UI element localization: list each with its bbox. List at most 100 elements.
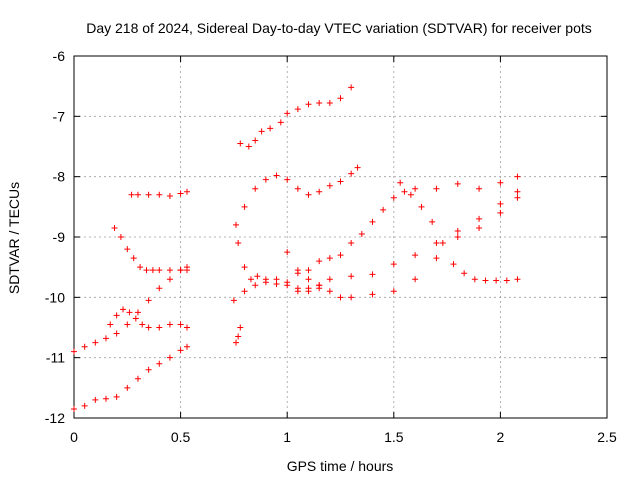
data-point — [252, 282, 259, 289]
series-track-f — [237, 84, 355, 150]
data-point — [113, 393, 120, 400]
data-point — [241, 203, 248, 210]
data-point — [337, 252, 344, 259]
data-point — [326, 255, 333, 262]
data-point — [92, 396, 99, 403]
data-point — [177, 267, 184, 274]
data-point — [354, 164, 361, 171]
data-point — [305, 276, 312, 283]
data-point — [348, 294, 355, 301]
chart-title: Day 218 of 2024, Sidereal Day-to-day VTE… — [86, 20, 592, 36]
data-point — [294, 106, 301, 113]
x-tick-label: 1.5 — [384, 429, 404, 445]
data-point — [71, 348, 77, 355]
data-point — [284, 110, 291, 117]
data-point — [503, 277, 510, 284]
data-point — [433, 255, 440, 262]
data-point — [81, 343, 88, 350]
data-point — [305, 288, 312, 295]
data-point — [177, 321, 184, 328]
data-point — [241, 264, 248, 271]
data-point — [156, 267, 163, 274]
y-tick-label: -12 — [45, 410, 65, 426]
data-point — [124, 246, 131, 253]
data-point — [461, 270, 468, 277]
data-point — [156, 285, 163, 292]
data-point — [380, 206, 387, 213]
data-point — [369, 291, 376, 298]
data-point — [237, 140, 244, 147]
data-point — [284, 249, 291, 256]
data-point — [348, 84, 355, 91]
data-point — [450, 261, 457, 268]
data-point — [514, 276, 521, 283]
data-point — [166, 321, 173, 328]
series-track-g — [233, 164, 361, 228]
data-point — [514, 173, 521, 180]
data-point — [166, 354, 173, 361]
data-point — [316, 188, 323, 195]
series-track-h — [230, 188, 521, 304]
series-track-i — [235, 240, 323, 295]
data-point — [326, 288, 333, 295]
data-point — [316, 100, 323, 107]
data-point — [337, 294, 344, 301]
data-point — [124, 321, 131, 328]
data-point — [348, 240, 355, 247]
data-point — [412, 185, 419, 192]
data-point — [284, 282, 291, 289]
data-point — [390, 261, 397, 268]
data-point — [305, 101, 312, 108]
y-tick-label: -6 — [53, 48, 66, 64]
data-point — [183, 267, 190, 274]
data-point — [252, 185, 259, 192]
data-point — [183, 343, 190, 350]
data-point — [134, 309, 141, 316]
data-point — [156, 324, 163, 331]
data-point — [294, 270, 301, 277]
series-track-j — [284, 194, 521, 301]
data-point — [183, 324, 190, 331]
data-point — [233, 221, 240, 228]
series-track-l — [397, 179, 521, 284]
series-track-k — [294, 173, 521, 277]
data-point — [273, 281, 280, 288]
data-point — [71, 405, 77, 412]
data-point — [137, 264, 144, 271]
data-point — [476, 185, 483, 192]
data-point — [358, 230, 365, 237]
data-point — [348, 273, 355, 280]
data-point — [183, 188, 190, 195]
data-point — [156, 191, 163, 198]
data-point — [369, 218, 376, 225]
data-point — [128, 191, 135, 198]
data-point — [326, 182, 333, 189]
x-tick-label: 0 — [70, 429, 78, 445]
data-point — [111, 224, 118, 231]
data-point — [277, 119, 284, 126]
y-tick-label: -9 — [53, 229, 66, 245]
series-track-a — [71, 264, 190, 355]
series-track-m — [233, 324, 244, 346]
data-point — [124, 384, 131, 391]
data-point — [429, 218, 436, 225]
data-point — [267, 125, 274, 132]
grid-layer — [74, 56, 607, 418]
data-point — [418, 203, 425, 210]
data-point — [113, 312, 120, 319]
data-point — [237, 324, 244, 331]
data-point — [476, 215, 483, 222]
x-tick-label: 0.5 — [171, 429, 191, 445]
data-point — [337, 178, 344, 185]
data-point — [81, 402, 88, 409]
data-point — [235, 333, 242, 340]
series-track-e — [128, 188, 190, 199]
data-point — [113, 330, 120, 337]
data-point — [497, 200, 504, 207]
series-track-b — [71, 343, 190, 412]
data-point — [149, 267, 156, 274]
data-point — [235, 240, 242, 247]
data-point — [132, 315, 139, 322]
data-point — [316, 258, 323, 265]
